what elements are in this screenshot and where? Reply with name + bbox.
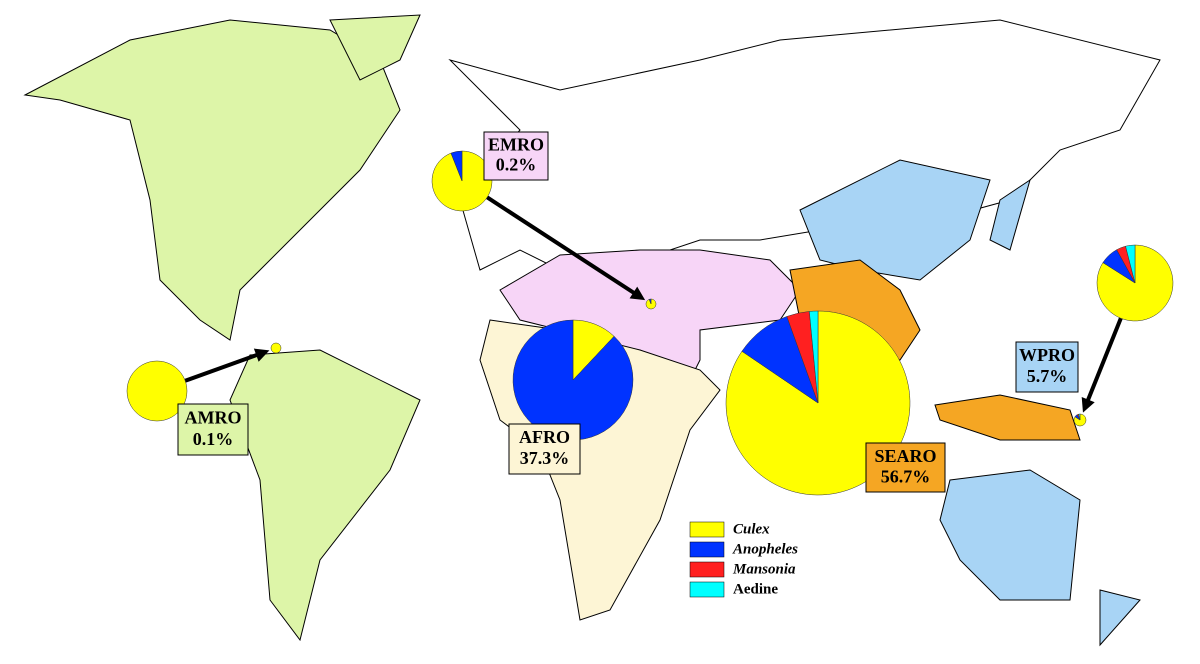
north-america bbox=[23, 19, 401, 341]
arrow-line bbox=[184, 351, 261, 383]
legend-label: Aedine bbox=[733, 581, 778, 597]
small-pie-slice bbox=[645, 298, 657, 310]
region-name: EMRO bbox=[488, 135, 544, 155]
eurasia bbox=[448, 19, 1161, 271]
new-zealand bbox=[1099, 589, 1141, 647]
legend-swatch bbox=[689, 561, 725, 578]
region-share: 0.2% bbox=[496, 155, 537, 175]
region-share: 0.1% bbox=[193, 429, 234, 449]
australia bbox=[939, 469, 1081, 601]
region-name: AFRO bbox=[519, 427, 570, 447]
legend-label: Mansonia bbox=[732, 561, 796, 577]
pie-slice bbox=[1125, 244, 1136, 284]
legend-swatch bbox=[689, 541, 725, 558]
region-label-box bbox=[177, 403, 249, 456]
arrow-line bbox=[1084, 317, 1123, 405]
legend-label: Anopheles bbox=[732, 541, 798, 557]
small-pie-slice bbox=[1078, 413, 1081, 421]
pie-slice bbox=[725, 310, 911, 496]
japan bbox=[989, 178, 1031, 251]
indonesia bbox=[934, 394, 1081, 441]
south-america bbox=[229, 349, 421, 642]
pie-slice bbox=[126, 360, 188, 422]
legend-label: Culex bbox=[733, 521, 770, 537]
small-pie-slice bbox=[270, 342, 282, 354]
pie-slice bbox=[450, 150, 463, 182]
arrow-head bbox=[1081, 396, 1095, 413]
arrow-line bbox=[486, 195, 638, 297]
greenland bbox=[329, 14, 421, 81]
small-pie-slice bbox=[1073, 413, 1087, 427]
region-share: 56.7% bbox=[881, 466, 931, 486]
region-label-box bbox=[865, 442, 946, 493]
legend-swatch bbox=[689, 521, 725, 538]
region-share: 37.3% bbox=[520, 448, 570, 468]
region-label-box bbox=[1015, 341, 1079, 393]
legend-swatch bbox=[689, 581, 725, 598]
region-share: 5.7% bbox=[1027, 366, 1068, 386]
region-name: AMRO bbox=[185, 407, 242, 427]
china bbox=[799, 159, 991, 281]
pie-slice bbox=[809, 310, 819, 404]
region-name: SEARO bbox=[874, 446, 936, 466]
region-name: WPRO bbox=[1019, 345, 1075, 365]
arrow-head bbox=[629, 286, 646, 301]
small-pie-slice bbox=[648, 298, 652, 305]
region-label-box bbox=[508, 423, 581, 475]
arrow-head bbox=[253, 348, 270, 362]
region-label-box bbox=[483, 131, 549, 181]
